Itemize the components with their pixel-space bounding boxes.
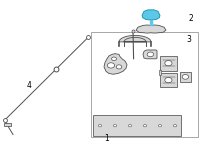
Circle shape — [107, 63, 115, 68]
Polygon shape — [119, 35, 151, 42]
Circle shape — [113, 125, 117, 127]
Polygon shape — [104, 54, 127, 74]
Bar — [93, 115, 181, 136]
Text: 2: 2 — [189, 14, 193, 23]
Circle shape — [165, 77, 172, 83]
Bar — [160, 56, 177, 71]
Text: 1: 1 — [105, 134, 109, 143]
Text: 4: 4 — [27, 81, 31, 91]
Circle shape — [165, 61, 172, 66]
Circle shape — [147, 52, 154, 57]
Polygon shape — [142, 10, 160, 20]
Polygon shape — [143, 50, 157, 59]
Circle shape — [143, 125, 147, 127]
Circle shape — [112, 57, 116, 61]
Polygon shape — [150, 20, 152, 25]
Circle shape — [116, 65, 122, 69]
Bar — [4, 123, 11, 126]
Bar — [160, 73, 177, 87]
Circle shape — [128, 125, 132, 127]
Circle shape — [158, 125, 162, 127]
Circle shape — [182, 75, 189, 79]
Text: 3: 3 — [187, 35, 191, 44]
Polygon shape — [136, 25, 166, 33]
Bar — [180, 72, 191, 82]
Bar — [91, 32, 198, 137]
Circle shape — [98, 125, 102, 127]
Circle shape — [173, 125, 177, 127]
Bar — [159, 70, 161, 75]
